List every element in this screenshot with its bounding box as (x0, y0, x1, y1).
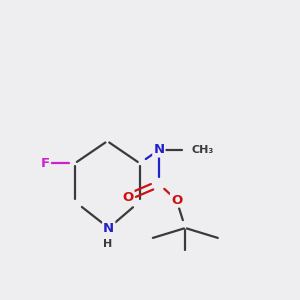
Text: O: O (171, 194, 182, 207)
Text: H: H (103, 239, 112, 249)
Text: N: N (103, 221, 114, 235)
Text: CH₃: CH₃ (191, 145, 214, 155)
Text: O: O (122, 190, 134, 204)
Text: N: N (153, 143, 164, 157)
Text: F: F (41, 157, 50, 170)
